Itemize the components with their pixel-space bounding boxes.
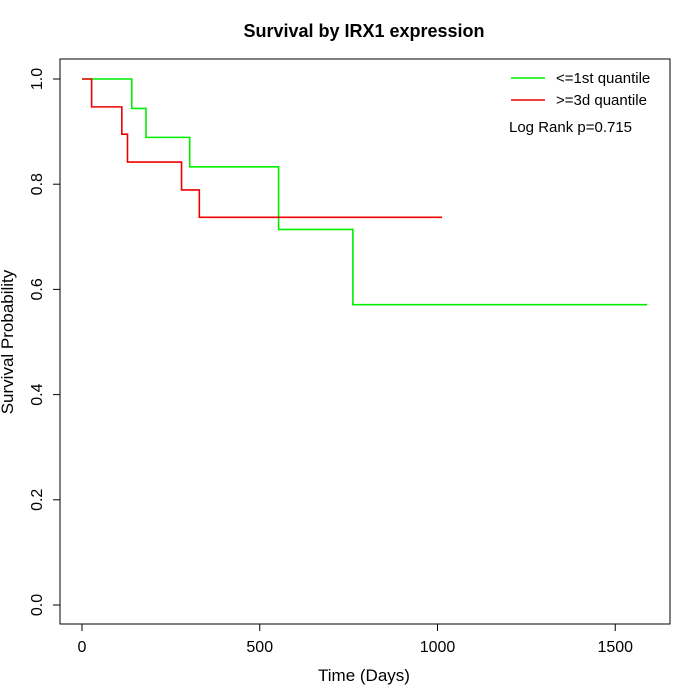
y-tick-label: 1.0: [29, 68, 46, 90]
x-tick-label: 1000: [420, 639, 456, 656]
log-rank-annotation: Log Rank p=0.715: [509, 119, 632, 136]
plot-frame: [59, 58, 671, 625]
x-tick-label: 0: [78, 639, 87, 656]
y-tick-label: 0.2: [29, 489, 46, 511]
legend-label-low-quantile: <=1st quantile: [556, 70, 650, 87]
y-tick-label: 0.4: [29, 383, 46, 405]
x-tick-label: 1500: [597, 639, 633, 656]
y-tick-label: 0.6: [29, 278, 46, 300]
series-group: [82, 78, 648, 306]
y-tick-label: 0.0: [29, 594, 46, 616]
survival-curve-low-quantile: [82, 78, 648, 306]
x-tick-label: 500: [246, 639, 273, 656]
x-axis-label: Time (Days): [318, 666, 410, 685]
survival-curve-high-quantile: [82, 78, 443, 219]
y-axis: 0.0 0.2 0.4 0.6 0.8 1.0: [29, 68, 61, 616]
chart-title: Survival by IRX1 expression: [243, 21, 484, 41]
legend-label-high-quantile: >=3d quantile: [556, 92, 647, 109]
y-tick-label: 0.8: [29, 173, 46, 195]
x-axis: 0 500 1000 1500: [78, 623, 633, 656]
legend: <=1st quantile >=3d quantile: [511, 70, 650, 109]
y-axis-label: Survival Probability: [0, 269, 17, 414]
